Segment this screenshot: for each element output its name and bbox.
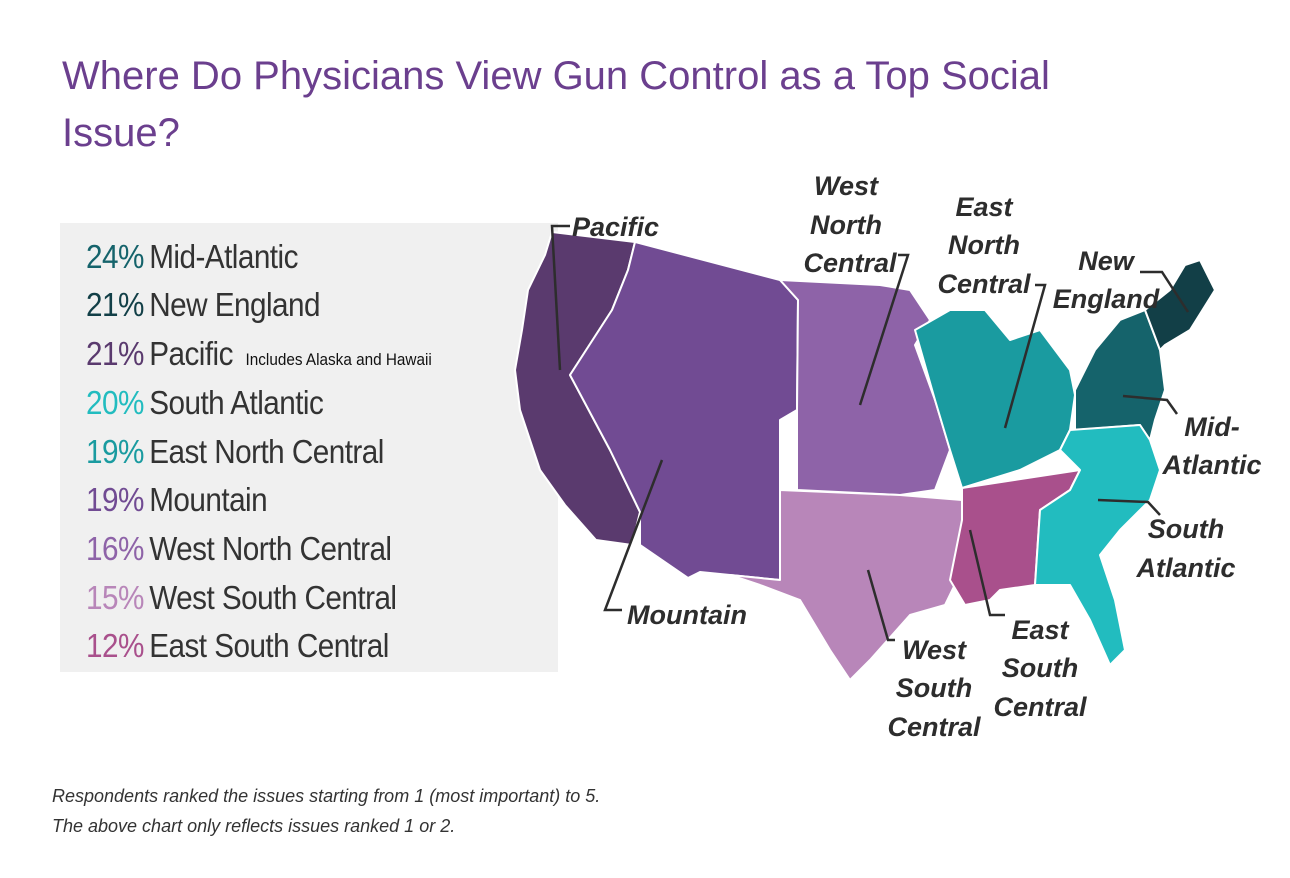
legend-region: West North Central xyxy=(149,530,392,567)
legend-item-south-atlantic: 20% South Atlantic xyxy=(86,384,324,422)
leader-line-pacific xyxy=(550,224,570,371)
legend-item-pacific: 21% Pacific Includes Alaska and Hawaii xyxy=(86,335,432,373)
legend-region: Pacific xyxy=(149,335,233,372)
label-mid-atlantic: Mid-Atlantic xyxy=(1161,412,1261,480)
leader-line-ne xyxy=(1140,270,1190,313)
leader-lines xyxy=(550,224,1190,642)
legend-item-east-south-central: 12% East South Central xyxy=(86,627,389,665)
legend-item-west-north-central: 16% West North Central xyxy=(86,530,392,568)
legend-region: Mountain xyxy=(149,481,268,518)
legend-item-east-north-central: 19% East North Central xyxy=(86,433,384,471)
legend-pct: 21% xyxy=(86,286,144,323)
legend-item-mountain: 19% Mountain xyxy=(86,481,268,519)
region-new-england xyxy=(1144,259,1216,351)
legend-region: South Atlantic xyxy=(149,384,324,421)
label-mountain: Mountain xyxy=(627,600,747,630)
footnote-line-2: The above chart only reflects issues ran… xyxy=(52,816,456,836)
legend-pct: 15% xyxy=(86,579,144,616)
footnote-line-1: Respondents ranked the issues starting f… xyxy=(52,786,601,806)
leader-line-esc xyxy=(968,529,1005,617)
label-east-south-central: East South Central xyxy=(993,615,1087,722)
label-west-north-central: West North Central xyxy=(803,171,897,278)
legend-pct: 20% xyxy=(86,384,144,421)
leader-line-mountain xyxy=(603,459,664,612)
leader-line-enc xyxy=(1003,283,1047,429)
leader-line-wsc xyxy=(866,569,895,642)
label-west-south-central: West South Central xyxy=(887,635,981,742)
label-south-atlantic: South Atlantic xyxy=(1135,514,1235,583)
label-new-england: New England xyxy=(1053,246,1160,314)
legend-region: New England xyxy=(149,286,320,323)
legend-item-west-south-central: 15% West South Central xyxy=(86,579,397,617)
legend-pct: 19% xyxy=(86,481,144,518)
leader-line-wnc xyxy=(858,253,910,406)
label-east-north-central: East North Central xyxy=(937,192,1031,299)
legend-pct: 19% xyxy=(86,433,144,470)
legend-region: East South Central xyxy=(149,627,389,664)
legend-item-mid-atlantic: 24% Mid-Atlantic xyxy=(86,238,298,276)
leader-line-sa xyxy=(1097,498,1161,516)
legend-note: Includes Alaska and Hawaii xyxy=(245,350,432,369)
legend-region: East North Central xyxy=(149,433,384,470)
label-pacific: Pacific xyxy=(572,212,659,242)
leader-line-ma xyxy=(1122,394,1179,415)
legend-pct: 16% xyxy=(86,530,144,567)
legend-region: Mid-Atlantic xyxy=(149,238,298,275)
legend-region: West South Central xyxy=(149,579,397,616)
region-south-atlantic xyxy=(1034,424,1161,666)
legend-pct: 12% xyxy=(86,627,144,664)
legend: 24% Mid-Atlantic 21% New England 21% Pacifi… xyxy=(60,223,558,672)
legend-pct: 21% xyxy=(86,335,144,372)
page-title: Where Do Physicians View Gun Control as … xyxy=(62,54,1050,155)
legend-pct: 24% xyxy=(86,238,144,275)
legend-item-new-england: 21% New England xyxy=(86,286,320,324)
